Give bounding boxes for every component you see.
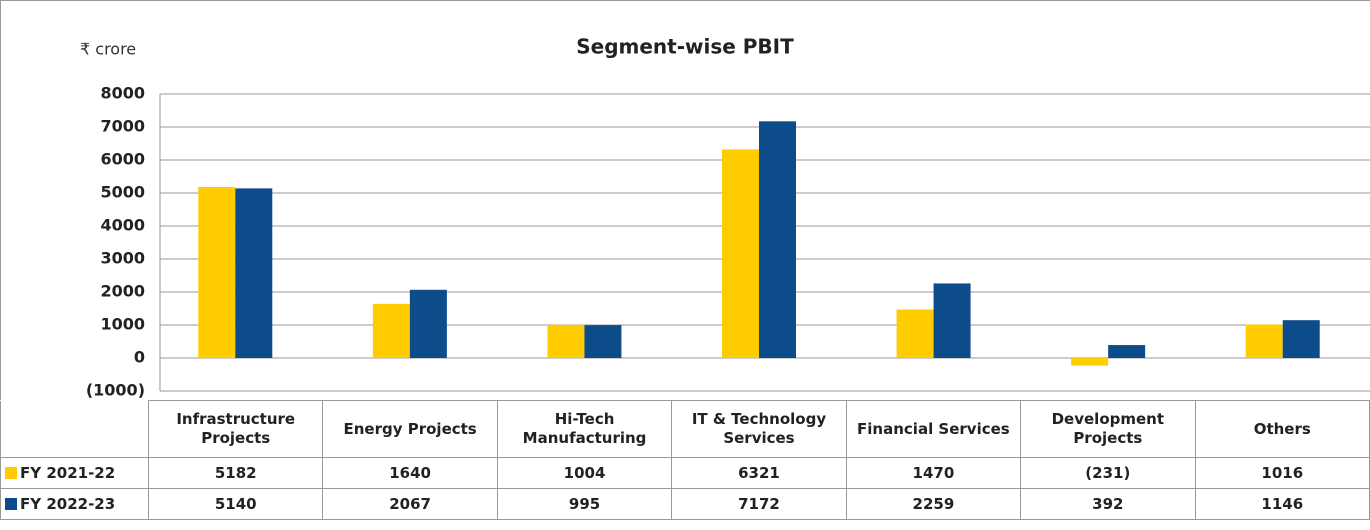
bar (584, 325, 622, 358)
legend-swatch (5, 466, 17, 479)
y-tick-label: 6000 (100, 150, 145, 169)
data-label: 5140 (147, 488, 324, 520)
y-tick-label: 1000 (100, 315, 145, 334)
bar (896, 309, 934, 358)
corner-cell (0, 400, 149, 458)
bar (547, 324, 585, 358)
x-tick-label: Others (1194, 400, 1370, 458)
legend-cell: FY 2022-23 (0, 488, 149, 520)
data-label: 5182 (147, 457, 324, 489)
data-label: 392 (1020, 488, 1196, 520)
bar (235, 188, 273, 358)
bar (1108, 345, 1146, 358)
bar (198, 186, 236, 358)
bar (409, 289, 447, 358)
legend-label: FY 2021-22 (20, 463, 116, 482)
x-tick-label: Financial Services (845, 400, 1022, 458)
data-label: 1640 (322, 457, 498, 489)
x-tick-label: Development Projects (1020, 400, 1196, 458)
y-tick-label: 8000 (100, 84, 145, 103)
x-tick-label: Infrastructure Projects (147, 400, 324, 458)
data-label: 1016 (1194, 457, 1370, 489)
y-tick-label: 2000 (100, 282, 145, 301)
bar (759, 121, 796, 358)
x-tick-label: IT & Technology Services (671, 400, 847, 458)
y-axis-label: ₹ crore (80, 40, 136, 59)
bar (1282, 320, 1320, 358)
frame (0, 0, 1370, 400)
data-label: 6321 (671, 457, 847, 489)
data-label: 1146 (1194, 488, 1370, 520)
y-tick-label: 0 (134, 348, 145, 367)
y-tick-label: (1000) (86, 381, 145, 400)
data-label: 1470 (845, 457, 1022, 489)
header-row: Infrastructure Projects Energy Projects Hi… (0, 400, 1370, 458)
chart-title: Segment-wise PBIT (576, 35, 794, 59)
y-tick-label: 7000 (100, 117, 145, 136)
x-tick-label: Energy Projects (322, 400, 498, 458)
bar (372, 303, 410, 358)
y-tick-label: 4000 (100, 216, 145, 235)
data-table: Infrastructure Projects Energy Projects Hi… (0, 400, 1370, 520)
y-tick-label: 3000 (100, 249, 145, 268)
bar (933, 283, 971, 358)
legend-label: FY 2022-23 (20, 494, 116, 513)
data-label: 995 (496, 488, 673, 520)
data-label: 2259 (845, 488, 1022, 520)
data-row: FY 2022-23 5140 2067 995 7172 2259 392 1146 (0, 488, 1370, 520)
bar (722, 149, 759, 358)
data-label: 2067 (322, 488, 498, 520)
x-tick-label: Hi-Tech Manufacturing (496, 400, 673, 458)
data-label: 7172 (671, 488, 847, 520)
bar (1245, 324, 1283, 358)
chart: Segment-wise PBIT ₹ crore (1000) 0 1000 200… (0, 0, 1370, 400)
bar (1071, 358, 1109, 366)
data-row: FY 2021-22 5182 1640 1004 6321 1470 (231) 1016 (0, 457, 1370, 489)
data-label: 1004 (496, 457, 673, 489)
y-tick-label: 5000 (100, 183, 145, 202)
data-label: (231) (1020, 457, 1196, 489)
legend-cell: FY 2021-22 (0, 457, 149, 489)
legend-swatch (5, 497, 17, 510)
